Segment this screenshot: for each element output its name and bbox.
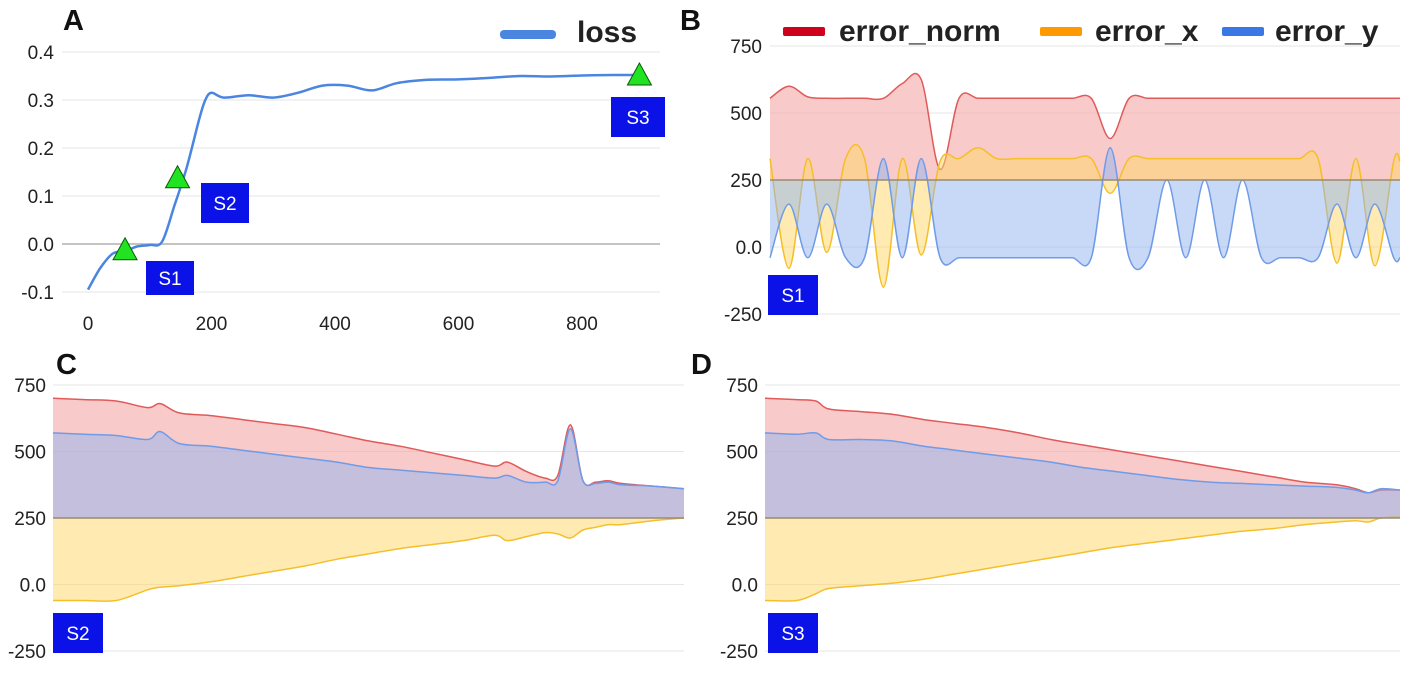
label-box-text-s1: S1: [781, 286, 804, 307]
error-x-area-c: [53, 518, 684, 602]
panel-label-c: C: [56, 349, 77, 381]
legend-label-loss: loss: [577, 16, 637, 49]
marker-s1: [112, 236, 138, 261]
y-tick-label-d-1: 500: [726, 443, 758, 464]
y-tick-label-c-1: 500: [14, 443, 46, 464]
error-norm-line-b: [769, 72, 1400, 171]
legend-label-error-y: error_y: [1275, 15, 1379, 48]
panel-c-error-chart: 750 500 250 0.0 -250 S2: [8, 376, 685, 663]
error-y-area-c: [53, 428, 684, 518]
label-box-s3: [611, 97, 665, 137]
panel-d-error-chart: 750 500 250 0.0 -250 S3: [720, 376, 1401, 663]
error-x-line-d: [764, 515, 1401, 602]
error-x-area-d: [765, 516, 1400, 601]
x-tick-label-a-1: 200: [196, 314, 228, 335]
y-tick-label-c-3: 0.0: [20, 576, 46, 597]
panel-label-a: A: [63, 5, 84, 37]
y-tick-label-a-1: 0.3: [28, 91, 54, 112]
y-tick-label-b-1: 500: [730, 104, 762, 125]
error-norm-line-c: [52, 397, 685, 490]
label-box-s2-panel-c: [53, 613, 103, 653]
y-tick-label-d-0: 750: [726, 376, 758, 397]
y-tick-label-b-3: 0.0: [736, 238, 762, 259]
label-box-s3-panel-d: [768, 613, 818, 653]
legends: loss error_norm error_x error_y: [500, 15, 1379, 49]
error-y-line-c: [52, 428, 685, 490]
marker-s3: [626, 61, 653, 86]
y-tick-label-d-3: 0.0: [732, 576, 758, 597]
label-box-text-s1: S1: [158, 269, 181, 290]
error-x-line-b: [769, 143, 1401, 288]
error-norm-line-d: [764, 397, 1401, 494]
y-tick-label-c-4: -250: [8, 642, 46, 663]
label-box-text-s2: S2: [66, 624, 89, 645]
y-tick-label-d-4: -250: [720, 642, 758, 663]
label-box-text-s3: S3: [626, 108, 649, 129]
legend-swatch-error-x: [1040, 27, 1082, 36]
label-box-s1-panel-b: [768, 275, 818, 315]
panel-a-loss-chart: 0.4 0.3 0.2 0.1 0.0 -0.1 0 200 400 600 800 S1 S2 S3: [21, 43, 665, 335]
y-tick-label-c-0: 750: [14, 376, 46, 397]
y-tick-label-a-5: -0.1: [21, 283, 54, 304]
error-y-line-b: [769, 147, 1401, 271]
error-x-line-c: [53, 517, 685, 602]
y-tick-label-b-4: -250: [724, 305, 762, 326]
error-norm-area-b: [770, 73, 1400, 180]
label-box-text-s3: S3: [781, 624, 804, 645]
panel-label-b: B: [680, 5, 701, 37]
legend-label-error-x: error_x: [1095, 15, 1199, 48]
y-tick-label-d-2: 250: [726, 509, 758, 530]
legend-swatch-error-y: [1222, 27, 1264, 36]
y-tick-label-a-2: 0.2: [28, 139, 54, 160]
error-y-line-d: [764, 431, 1401, 494]
x-tick-label-a-0: 0: [83, 314, 94, 335]
y-tick-label-a-4: 0.0: [28, 235, 54, 256]
y-tick-label-a-3: 0.1: [28, 187, 54, 208]
panel-label-d: D: [691, 349, 712, 381]
marker-s2: [164, 164, 191, 189]
panel-b-error-chart: 750 500 250 0.0 -250 S1: [724, 37, 1401, 326]
label-box-text-s2: S2: [213, 194, 236, 215]
y-tick-label-a-0: 0.4: [28, 43, 55, 64]
x-tick-label-a-3: 600: [443, 314, 475, 335]
error-y-area-b: [770, 147, 1400, 270]
y-tick-label-c-2: 250: [14, 509, 46, 530]
legend-swatch-loss: [500, 30, 556, 39]
legend-swatch-error-norm: [783, 27, 825, 36]
x-tick-label-a-2: 400: [319, 314, 351, 335]
legend-label-error-norm: error_norm: [839, 15, 1001, 48]
error-y-area-d: [765, 432, 1400, 518]
label-box-s1: [146, 261, 194, 295]
loss-line: [86, 73, 638, 291]
label-box-s2: [201, 183, 249, 223]
y-tick-label-b-2: 250: [730, 171, 762, 192]
y-tick-label-b-0: 750: [730, 37, 762, 58]
x-tick-label-a-4: 800: [566, 314, 598, 335]
